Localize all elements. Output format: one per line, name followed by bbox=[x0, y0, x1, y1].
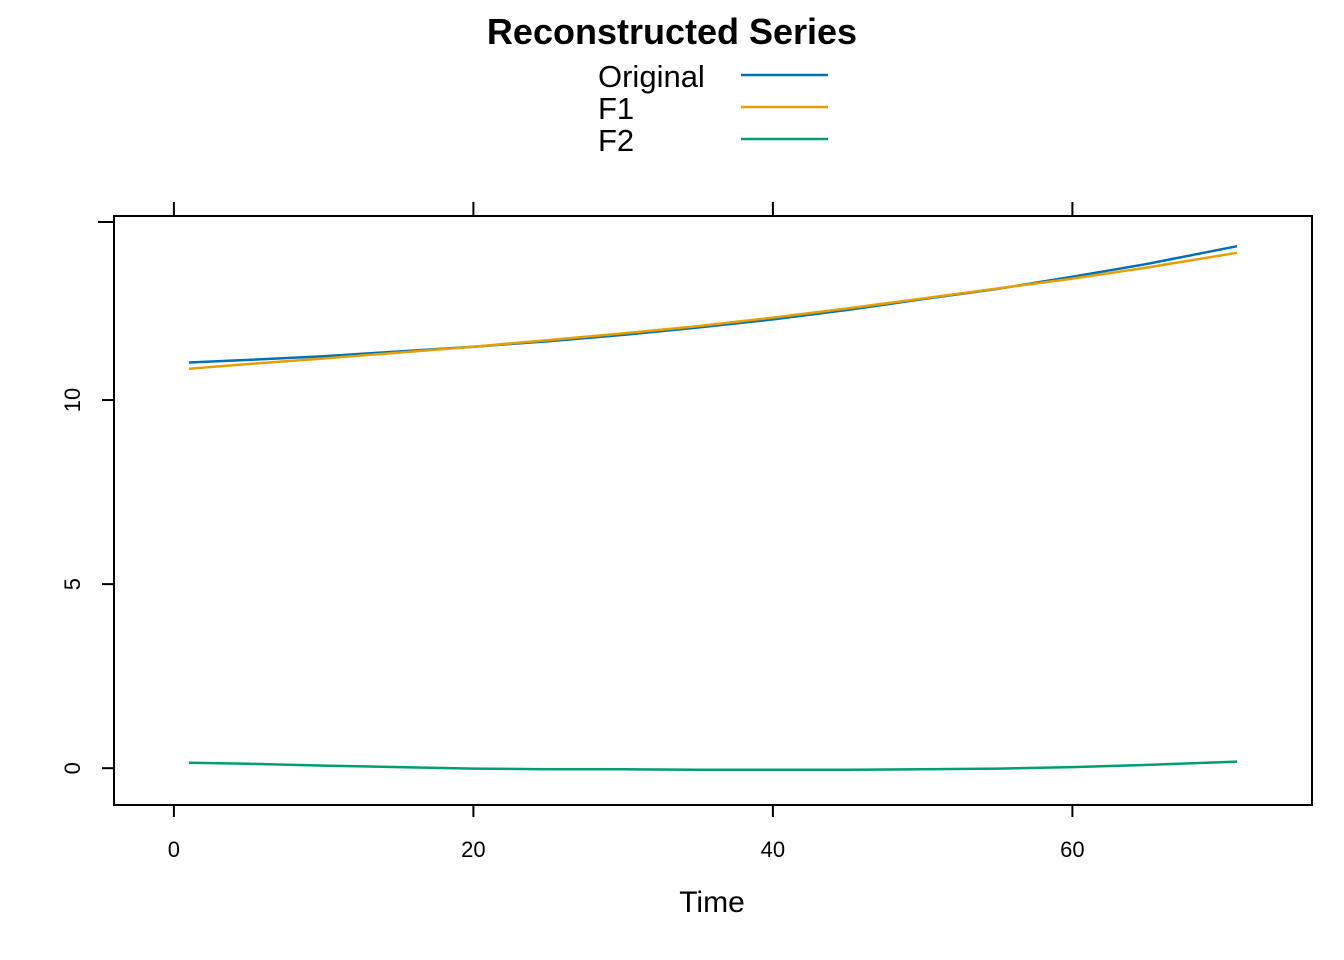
x-axis: 0 20 40 60 bbox=[168, 805, 1085, 862]
series-line-f2 bbox=[188, 760, 1238, 771]
y-tick-label: 10 bbox=[60, 388, 85, 412]
x-tick-label: 40 bbox=[761, 837, 785, 862]
y-tick-label: 0 bbox=[60, 762, 85, 774]
legend-label: F2 bbox=[598, 123, 634, 158]
legend-label: Original bbox=[598, 59, 705, 94]
series-line-f1 bbox=[188, 251, 1238, 371]
y-tick-label: 5 bbox=[60, 578, 85, 590]
series-layer bbox=[188, 244, 1238, 771]
legend-label: F1 bbox=[598, 91, 634, 126]
top-axis bbox=[172, 202, 1074, 216]
x-tick-label: 20 bbox=[461, 837, 485, 862]
y-axis: 0 5 10 bbox=[60, 388, 114, 774]
chart-title: Reconstructed Series bbox=[487, 11, 857, 52]
plot-area-frame bbox=[113, 215, 1313, 806]
x-tick-label: 60 bbox=[1060, 837, 1084, 862]
series-line-original bbox=[188, 244, 1238, 364]
x-tick-label: 0 bbox=[168, 837, 180, 862]
x-axis-label: Time bbox=[679, 886, 745, 919]
